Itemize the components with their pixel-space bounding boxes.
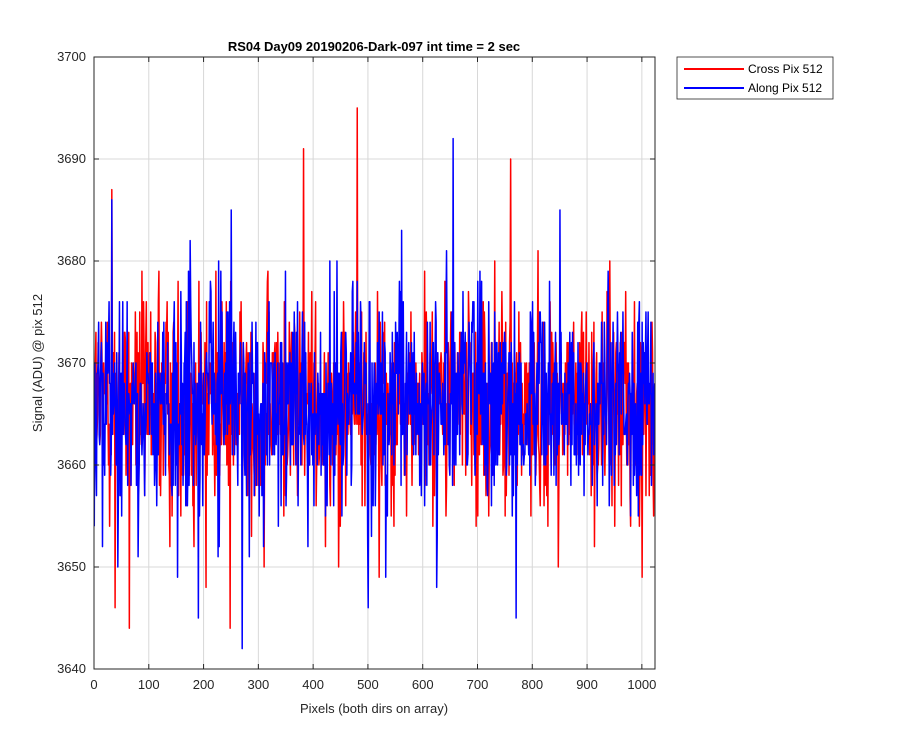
x-tick-label: 200: [193, 677, 215, 692]
legend-box: [676, 56, 834, 100]
x-tick-label: 900: [576, 677, 598, 692]
legend-label-along-pix-512: Along Pix 512: [748, 81, 822, 95]
x-tick-label: 500: [357, 677, 379, 692]
y-tick-label: 3660: [57, 457, 86, 472]
legend: Cross Pix 512 Along Pix 512: [676, 56, 834, 100]
x-tick-label: 800: [521, 677, 543, 692]
x-tick-label: 400: [302, 677, 324, 692]
ticks: [93, 56, 655, 670]
y-tick-label: 3670: [57, 355, 86, 370]
chart-title: RS04 Day09 20190206-Dark-097 int time = …: [228, 39, 520, 54]
x-tick-label: 600: [412, 677, 434, 692]
legend-label-cross-pix-512: Cross Pix 512: [748, 62, 823, 76]
series-line-along-pix-512: [93, 137, 656, 650]
tick-labels: 0 100 200 300 400 500 600 700 800 900 1000 3640 3650…: [57, 49, 656, 692]
x-axis-label: Pixels (both dirs on array): [300, 701, 448, 716]
x-tick-label: 100: [138, 677, 160, 692]
y-tick-label: 3640: [57, 661, 86, 676]
y-tick-label: 3690: [57, 151, 86, 166]
y-tick-label: 3650: [57, 559, 86, 574]
x-tick-label: 0: [90, 677, 97, 692]
y-axis-label: Signal (ADU) @ pix 512: [30, 294, 45, 432]
y-tick-label: 3700: [57, 49, 86, 64]
x-tick-label: 700: [467, 677, 489, 692]
x-tick-label: 300: [248, 677, 270, 692]
y-tick-label: 3680: [57, 253, 86, 268]
series-layer: [93, 107, 656, 650]
x-tick-label: 1000: [627, 677, 656, 692]
